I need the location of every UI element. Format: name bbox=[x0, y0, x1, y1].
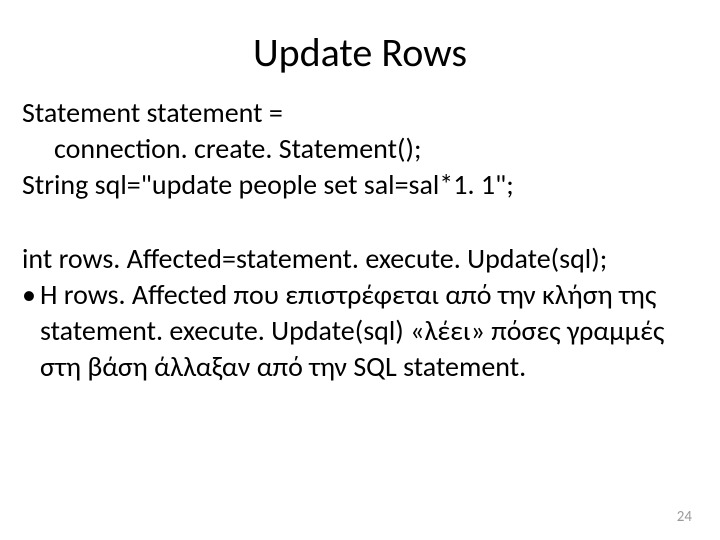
bullet-marker: • bbox=[22, 277, 40, 313]
code-line-2: connection. create. Statement(); bbox=[22, 131, 698, 167]
code-line-1: Statement statement = bbox=[22, 95, 698, 131]
code-line-4: int rows. Affected=statement. execute. U… bbox=[22, 241, 698, 277]
slide: Update Rows Statement statement = connec… bbox=[0, 0, 720, 540]
slide-body: Statement statement = connection. create… bbox=[0, 95, 720, 385]
code-line-3: String sql="update people set sal=sal*1.… bbox=[22, 167, 698, 203]
bullet-item: • Η rows. Affected που επιστρέφεται από … bbox=[22, 277, 698, 385]
slide-title: Update Rows bbox=[0, 0, 720, 95]
page-number: 24 bbox=[677, 508, 692, 526]
blank-gap bbox=[22, 203, 698, 241]
bullet-text: Η rows. Affected που επιστρέφεται από τη… bbox=[40, 277, 698, 385]
